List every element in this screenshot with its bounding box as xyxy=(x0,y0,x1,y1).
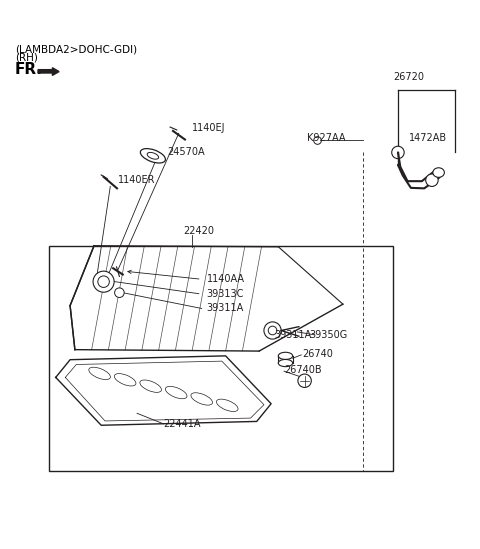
Circle shape xyxy=(392,146,404,159)
Text: 39313C: 39313C xyxy=(206,289,244,299)
Text: K927AA: K927AA xyxy=(307,133,346,143)
Circle shape xyxy=(298,374,312,388)
Ellipse shape xyxy=(140,380,161,393)
Circle shape xyxy=(93,271,114,292)
Ellipse shape xyxy=(140,149,166,163)
Text: (LAMBDA2>DOHC-GDI): (LAMBDA2>DOHC-GDI) xyxy=(15,45,137,55)
Circle shape xyxy=(264,322,281,339)
Text: 22420: 22420 xyxy=(183,226,215,237)
Ellipse shape xyxy=(166,386,187,399)
Text: 26720: 26720 xyxy=(393,72,424,82)
Text: 39311A: 39311A xyxy=(275,330,312,340)
Ellipse shape xyxy=(216,399,238,412)
Text: 39350G: 39350G xyxy=(310,330,348,340)
Text: 26740: 26740 xyxy=(302,349,333,359)
Bar xyxy=(48,246,393,470)
Ellipse shape xyxy=(191,393,213,405)
Text: 22441A: 22441A xyxy=(163,419,201,429)
Text: (RH): (RH) xyxy=(15,53,38,63)
Ellipse shape xyxy=(433,168,444,177)
Text: 1140EJ: 1140EJ xyxy=(192,123,226,133)
Circle shape xyxy=(426,174,438,187)
Circle shape xyxy=(115,288,124,298)
Ellipse shape xyxy=(278,352,293,360)
Circle shape xyxy=(268,326,277,335)
Text: 1140AA: 1140AA xyxy=(206,274,244,284)
Text: 39311A: 39311A xyxy=(206,304,244,313)
Text: 1140ER: 1140ER xyxy=(118,175,156,184)
Ellipse shape xyxy=(114,374,136,386)
Ellipse shape xyxy=(147,153,158,159)
Ellipse shape xyxy=(89,367,110,379)
Text: FR.: FR. xyxy=(15,62,43,77)
Circle shape xyxy=(314,137,322,144)
Text: 24570A: 24570A xyxy=(167,147,205,157)
Text: 1472AB: 1472AB xyxy=(408,133,446,143)
Polygon shape xyxy=(38,68,59,75)
Circle shape xyxy=(98,276,109,288)
Text: 26740B: 26740B xyxy=(284,365,322,375)
Ellipse shape xyxy=(278,360,293,367)
